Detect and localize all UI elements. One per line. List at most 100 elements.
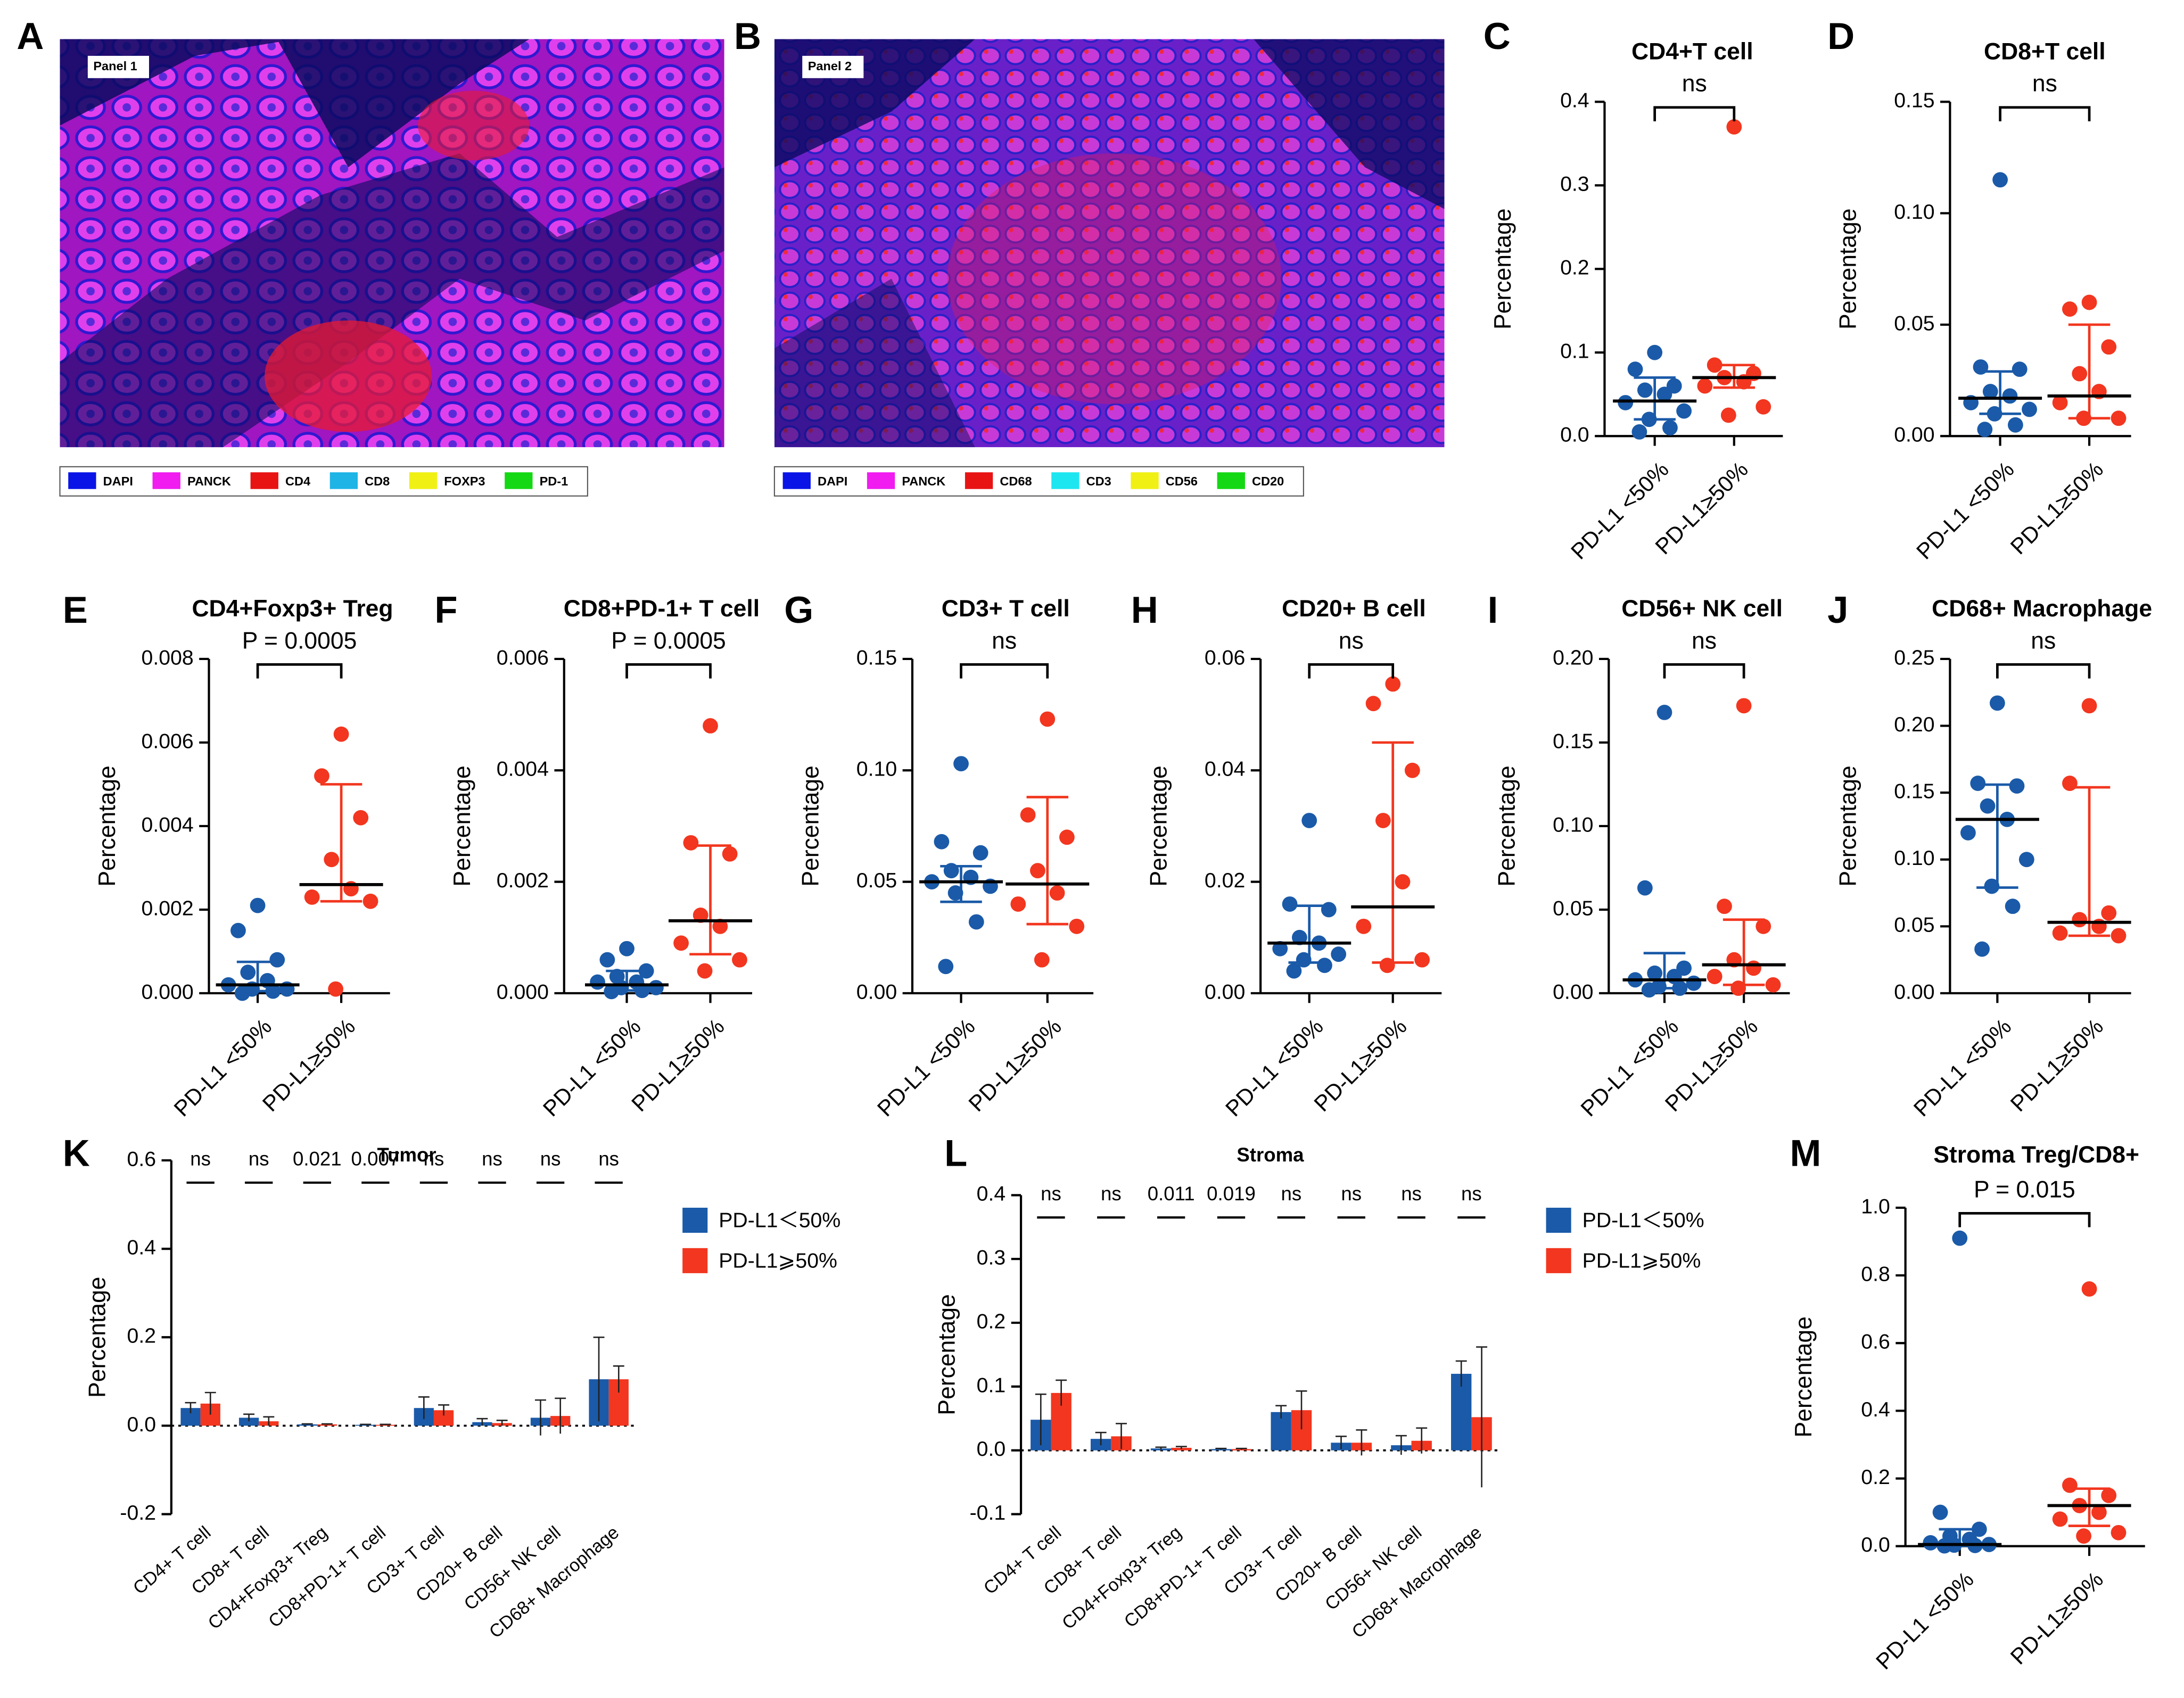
legend-swatch xyxy=(1217,472,1245,489)
data-point xyxy=(2081,698,2097,714)
significance-label: ns xyxy=(1401,1183,1422,1205)
data-point xyxy=(1404,762,1420,778)
data-point xyxy=(1746,960,1761,976)
y-tick-label: 0.2 xyxy=(1861,1465,1890,1489)
legend-label: PANCK xyxy=(902,474,945,488)
significance-label: ns xyxy=(992,628,1017,654)
data-point xyxy=(250,897,266,913)
legend-swatch xyxy=(867,472,895,489)
y-tick-label: 0.00 xyxy=(1553,980,1593,1003)
y-axis-label: Percentage xyxy=(1835,209,1861,329)
y-tick-label: 0.00 xyxy=(1205,980,1245,1003)
y-tick-label: 1.0 xyxy=(1861,1194,1890,1218)
data-point xyxy=(1321,902,1337,918)
data-point xyxy=(934,834,950,850)
data-point xyxy=(1365,696,1381,712)
significance-label: ns xyxy=(540,1148,561,1170)
data-point xyxy=(1982,384,1998,399)
bar xyxy=(1231,1449,1252,1450)
data-point xyxy=(683,835,699,851)
legend-label: PD-L1⩾50% xyxy=(719,1249,837,1272)
data-point xyxy=(240,965,256,980)
panel-letter: G xyxy=(784,589,813,631)
legend-swatch xyxy=(68,472,96,489)
data-point xyxy=(2012,361,2028,377)
data-point xyxy=(314,768,329,784)
data-point xyxy=(2081,294,2097,310)
significance-label: ns xyxy=(482,1148,502,1170)
data-point xyxy=(1375,813,1391,828)
data-point xyxy=(2062,776,2078,791)
legend-label: PD-L1＜50% xyxy=(719,1208,840,1232)
data-point xyxy=(1662,420,1678,435)
y-axis-label: Percentage xyxy=(1791,1316,1817,1437)
chart-title: CD8+PD-1+ T cell xyxy=(564,596,760,622)
significance-label: ns xyxy=(1101,1183,1122,1205)
panel-letter: J xyxy=(1827,589,1848,631)
data-point xyxy=(968,914,984,930)
data-point xyxy=(2062,301,2078,317)
x-tick-label: PD-L1≥50% xyxy=(2006,457,2108,559)
y-tick-label: 0.2 xyxy=(1560,256,1589,279)
data-point xyxy=(2101,905,2117,921)
y-tick-label: 0.0 xyxy=(977,1437,1006,1461)
data-point xyxy=(1697,378,1713,394)
panel-letter: L xyxy=(944,1132,967,1174)
y-tick-label: 0.04 xyxy=(1205,757,1245,781)
data-point xyxy=(1291,929,1307,945)
y-tick-label: 0.20 xyxy=(1894,713,1934,736)
panel-letter: B xyxy=(734,15,761,57)
data-point xyxy=(2022,401,2037,417)
x-tick-label: PD-L1 <50% xyxy=(1871,1567,1979,1674)
significance-label: P = 0.0005 xyxy=(611,628,726,654)
y-tick-label: 0.002 xyxy=(497,869,549,892)
y-tick-label: 0.05 xyxy=(1894,311,1934,335)
significance-label: ns xyxy=(1281,1183,1302,1205)
legend-box xyxy=(773,466,1304,497)
data-point xyxy=(648,980,664,995)
legend-label: FOXP3 xyxy=(444,474,485,488)
data-point xyxy=(703,718,718,733)
data-point xyxy=(973,845,988,861)
data-point xyxy=(599,952,615,968)
y-tick-label: 0.0 xyxy=(1560,423,1589,447)
significance-label: ns xyxy=(1041,1183,1061,1205)
y-tick-label: 0.004 xyxy=(141,813,193,836)
y-tick-label: 0.2 xyxy=(977,1309,1006,1333)
data-point xyxy=(1317,958,1332,974)
y-tick-label: 0.0 xyxy=(1861,1533,1890,1556)
data-point xyxy=(2052,395,2068,410)
y-tick-label: 0.10 xyxy=(856,757,897,781)
panel-letter: F xyxy=(434,589,457,631)
chart-title: CD20+ B cell xyxy=(1282,596,1426,622)
y-tick-label: 0.4 xyxy=(127,1235,156,1259)
y-tick-label: 0.05 xyxy=(1553,896,1593,920)
significance-label: ns xyxy=(1682,71,1707,97)
y-axis-label: Percentage xyxy=(1835,765,1861,886)
data-point xyxy=(1637,382,1653,398)
data-point xyxy=(1980,798,1996,814)
x-tick-label: PD-L1 <50% xyxy=(538,1013,646,1121)
data-point xyxy=(2018,852,2034,868)
legend-swatch xyxy=(329,472,358,489)
data-point xyxy=(269,952,285,968)
y-tick-label: 0.002 xyxy=(141,896,193,920)
legend-swatch xyxy=(1546,1207,1571,1233)
y-tick-label: 0.6 xyxy=(127,1147,156,1171)
data-point xyxy=(2062,1477,2078,1493)
significance-bracket xyxy=(1308,663,1395,679)
y-tick-label: 0.006 xyxy=(497,646,549,669)
data-point xyxy=(230,922,246,938)
data-point xyxy=(947,885,963,901)
y-tick-label: 0.000 xyxy=(141,980,193,1003)
inset-label: Panel 1 xyxy=(93,59,137,73)
legend-swatch xyxy=(782,472,811,489)
data-point xyxy=(938,959,954,975)
y-tick-label: 0.008 xyxy=(141,646,193,669)
data-point xyxy=(1952,1230,1968,1246)
data-point xyxy=(1618,395,1634,410)
data-point xyxy=(2101,1488,2117,1503)
legend-swatch xyxy=(682,1248,708,1273)
y-tick-label: 0.2 xyxy=(127,1324,156,1348)
